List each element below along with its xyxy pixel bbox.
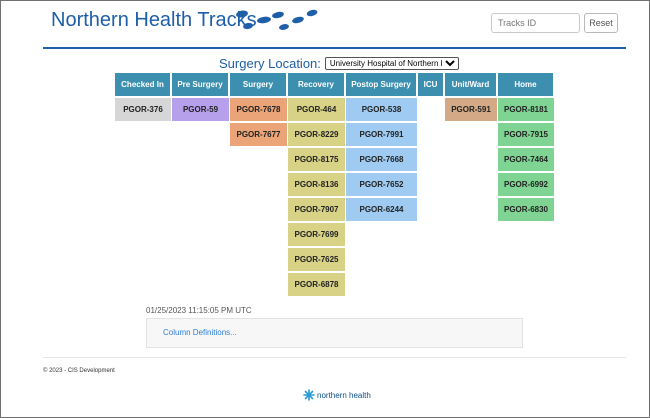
patient-card[interactable]: PGOR-7668 — [346, 148, 417, 171]
patient-card[interactable]: PGOR-464 — [288, 98, 345, 121]
column-postop: Postop Surgery PGOR-538 PGOR-7991 PGOR-7668… — [346, 73, 417, 221]
app-title: Northern Health Tracks — [51, 9, 257, 31]
column-definitions-panel: Column Definitions... — [146, 318, 523, 348]
column-header-postop: Postop Surgery — [346, 73, 417, 96]
reset-button[interactable]: Reset — [584, 13, 618, 33]
patient-card[interactable]: PGOR-8175 — [288, 148, 345, 171]
column-header-checked-in: Checked In — [115, 73, 171, 96]
column-definitions-link[interactable]: Column Definitions... — [163, 328, 237, 337]
patient-card[interactable]: PGOR-6244 — [346, 198, 417, 221]
patient-card[interactable]: PGOR-6878 — [288, 273, 345, 296]
patient-card[interactable]: PGOR-538 — [346, 98, 417, 121]
patient-card[interactable]: PGOR-7464 — [498, 148, 554, 171]
column-recovery: Recovery PGOR-464 PGOR-8229 PGOR-8175 PGOR-8… — [288, 73, 345, 296]
column-home: Home PGOR-8181 PGOR-7915 PGOR-7464 PGOR-6992… — [498, 73, 554, 221]
patient-card[interactable]: PGOR-59 — [172, 98, 229, 121]
patient-card[interactable]: PGOR-8229 — [288, 123, 345, 146]
surgery-location-label: Surgery Location: — [219, 55, 321, 71]
patient-card[interactable]: PGOR-8181 — [498, 98, 554, 121]
patient-card[interactable]: PGOR-7991 — [346, 123, 417, 146]
northern-health-logo: northern health — [303, 388, 371, 402]
column-pre-surgery: Pre Surgery PGOR-59 — [172, 73, 229, 121]
patient-card[interactable]: PGOR-6992 — [498, 173, 554, 196]
patient-card[interactable]: PGOR-7652 — [346, 173, 417, 196]
surgery-location-row: Surgery Location: University Hospital of… — [219, 55, 459, 71]
northern-health-star-icon — [303, 389, 315, 401]
tracks-id-input[interactable] — [491, 13, 580, 33]
patient-card[interactable]: PGOR-7677 — [230, 123, 287, 146]
patient-card[interactable]: PGOR-8136 — [288, 173, 345, 196]
patient-card[interactable]: PGOR-7699 — [288, 223, 345, 246]
patient-card[interactable]: PGOR-7625 — [288, 248, 345, 271]
column-header-surgery: Surgery — [230, 73, 287, 96]
column-header-recovery: Recovery — [288, 73, 345, 96]
patient-card[interactable]: PGOR-7907 — [288, 198, 345, 221]
patient-card[interactable]: PGOR-7915 — [498, 123, 554, 146]
header-divider — [43, 47, 626, 49]
column-icu: ICU — [418, 73, 444, 96]
patient-card[interactable]: PGOR-376 — [115, 98, 171, 121]
header: Northern Health Tracks Reset — [0, 0, 650, 50]
copyright-text: © 2023 - CIS Development — [43, 368, 115, 374]
footer-divider — [43, 357, 626, 358]
northern-health-logo-text: northern health — [317, 390, 371, 400]
patient-card[interactable]: PGOR-7678 — [230, 98, 287, 121]
last-updated-timestamp: 01/25/2023 11:15:05 PM UTC — [146, 306, 252, 315]
surgery-location-select[interactable]: University Hospital of Northern BC — [324, 56, 459, 70]
column-surgery: Surgery PGOR-7678 PGOR-7677 — [230, 73, 287, 146]
footprints-logo-icon — [236, 9, 318, 30]
column-unit-ward: Unit/Ward PGOR-591 — [445, 73, 497, 121]
column-header-pre-surgery: Pre Surgery — [172, 73, 229, 96]
patient-card[interactable]: PGOR-6830 — [498, 198, 554, 221]
column-checked-in: Checked In PGOR-376 — [115, 73, 171, 121]
patient-card[interactable]: PGOR-591 — [445, 98, 497, 121]
column-header-unit-ward: Unit/Ward — [445, 73, 497, 96]
column-header-home: Home — [498, 73, 554, 96]
column-header-icu: ICU — [418, 73, 444, 96]
